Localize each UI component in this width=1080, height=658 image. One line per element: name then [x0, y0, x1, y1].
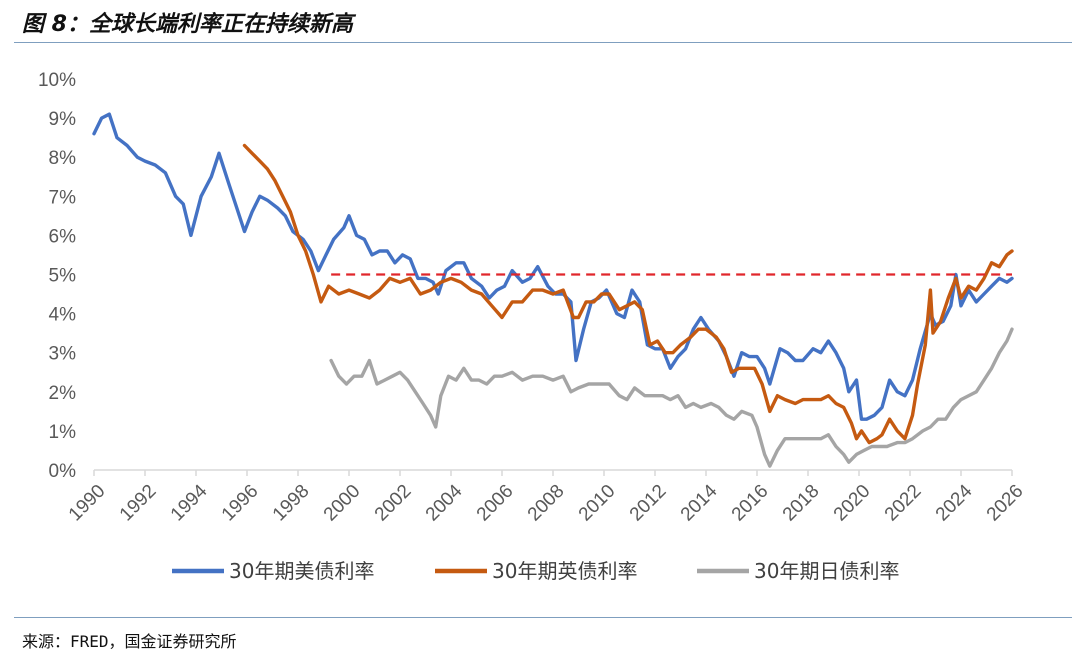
x-tick-label: 1990 — [65, 481, 110, 526]
y-tick-label: 9% — [49, 109, 77, 130]
y-tick-label: 5% — [49, 266, 77, 287]
x-tick-label: 2002 — [371, 481, 416, 526]
y-tick-label: 0% — [49, 461, 77, 482]
x-tick-label: 2026 — [983, 481, 1028, 526]
x-tick-label: 2022 — [881, 481, 926, 526]
x-tick-label: 2018 — [779, 481, 824, 526]
y-tick-label: 6% — [49, 226, 77, 247]
x-tick-label: 2010 — [575, 481, 620, 526]
x-tick-label: 2004 — [422, 480, 467, 525]
y-tick-label: 7% — [49, 187, 77, 208]
x-tick-label: 1994 — [167, 480, 212, 525]
y-tick-label: 3% — [49, 344, 77, 365]
x-axis-ticks — [93, 470, 1013, 476]
legend-label-2: 30年期英债利率 — [492, 559, 637, 583]
series-line-3 — [329, 327, 1014, 468]
chart-area: 0% 1% 2% 3% 4% 5% 6% 7% 8% 9% 10% 1990 1992 1994 1996… — [38, 70, 1028, 583]
legend: 30年期美债利率 30年期英债利率 30年期日债利率 — [172, 559, 899, 583]
x-tick-label: 1996 — [218, 481, 263, 526]
series-line-2 — [242, 143, 1014, 445]
figure-title: 图 8：全球长端利率正在持续新高 — [22, 12, 353, 37]
source-note: 来源：FRED，国金证券研究所 — [22, 632, 237, 651]
x-tick-label: 2006 — [473, 481, 518, 526]
x-axis-labels: 1990 1992 1994 1996 1998 2000 2002 2004 2006 2008… — [65, 480, 1028, 525]
y-axis-labels: 0% 1% 2% 3% 4% 5% 6% 7% 8% 9% 10% — [38, 70, 76, 482]
x-tick-label: 2008 — [524, 481, 569, 526]
y-tick-label: 2% — [49, 383, 77, 404]
series-layer — [92, 112, 1014, 468]
x-tick-label: 2020 — [830, 481, 875, 526]
y-tick-label: 8% — [49, 148, 77, 169]
top-divider — [14, 42, 1072, 43]
legend-label-1: 30年期美债利率 — [229, 559, 374, 583]
x-tick-label: 2000 — [320, 481, 365, 526]
x-tick-label: 2012 — [626, 481, 671, 526]
y-tick-label: 4% — [49, 305, 77, 326]
bottom-divider — [14, 617, 1072, 618]
legend-label-3: 30年期日债利率 — [754, 559, 899, 583]
x-tick-label: 1998 — [269, 481, 314, 526]
x-tick-label: 2014 — [677, 480, 722, 525]
y-tick-label: 10% — [38, 70, 76, 91]
x-tick-label: 2016 — [728, 481, 773, 526]
series-line-1 — [92, 112, 1014, 421]
x-tick-label: 2024 — [932, 480, 977, 525]
y-tick-label: 1% — [49, 422, 77, 443]
x-tick-label: 1992 — [116, 481, 161, 526]
